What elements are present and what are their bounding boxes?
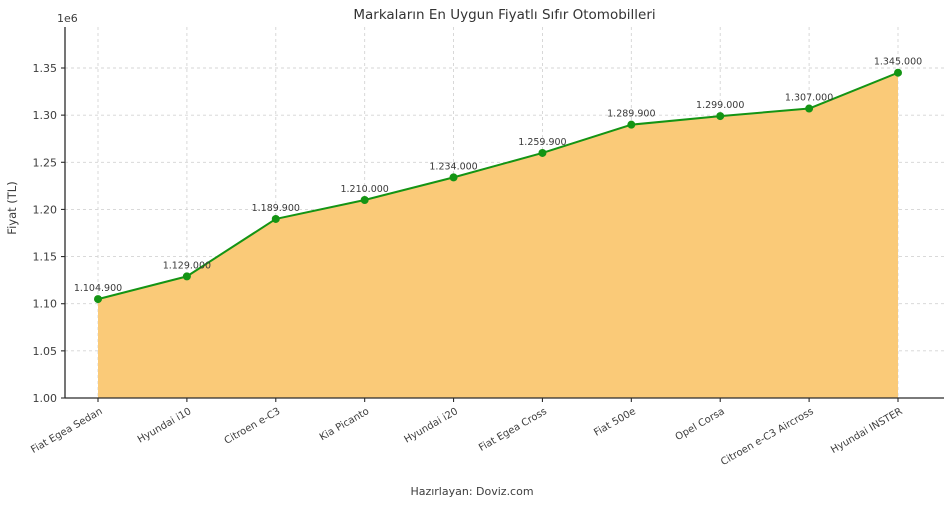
data-point-label: 1.129.000 — [163, 260, 211, 271]
x-tick-label: Fiat Egea Sedan — [29, 406, 104, 456]
y-tick-label: 1.05 — [33, 345, 58, 358]
data-point-marker — [360, 196, 369, 204]
data-point-marker — [182, 272, 191, 281]
y-tick-label: 1.20 — [33, 203, 58, 216]
y-tick-label: 1.35 — [33, 62, 58, 75]
data-point-marker — [805, 104, 814, 113]
data-point-label: 1.234.000 — [429, 161, 477, 172]
x-tick-label: Citroen e-C3 — [223, 406, 283, 447]
data-point-marker — [94, 295, 102, 304]
x-tick-label: Hyundai i20 — [403, 406, 461, 446]
source-note: Hazırlayan: Doviz.com — [410, 485, 534, 498]
data-point-label: 1.307.000 — [785, 93, 833, 104]
data-point-marker — [894, 68, 902, 77]
data-point-label: 1.259.900 — [518, 137, 566, 148]
y-tick-label: 1.30 — [33, 109, 58, 122]
chart-title: Markaların En Uygun Fiyatlı Sıfır Otomob… — [353, 7, 656, 23]
x-tick-label: Fiat Egea Cross — [477, 406, 549, 454]
data-point-label: 1.189.900 — [252, 203, 300, 214]
data-point-label: 1.104.900 — [74, 283, 122, 294]
y-tick-label: 1.15 — [33, 251, 58, 264]
data-point-label: 1.299.000 — [696, 100, 744, 111]
data-point-marker — [538, 148, 547, 157]
x-tick-label: Kia Picanto — [318, 406, 371, 443]
area-fill — [98, 72, 898, 398]
y-axis-offset-label: 1e6 — [57, 12, 78, 25]
price-line — [97, 71, 899, 301]
data-point-marker — [271, 214, 280, 223]
y-tick-label: 1.10 — [33, 298, 58, 311]
data-point-label: 1.345.000 — [874, 57, 922, 68]
y-tick-label: 1.25 — [33, 156, 58, 169]
x-tick-label: Hyundai INSTER — [829, 406, 904, 456]
data-point-marker — [716, 112, 725, 121]
y-tick-label: 1.00 — [33, 392, 58, 405]
x-tick-label: Citroen e-C3 Aircross — [719, 406, 816, 468]
x-tick-label: Hyundai i10 — [136, 406, 194, 446]
x-tick-label: Opel Corsa — [674, 406, 727, 443]
data-point-marker — [449, 173, 458, 182]
data-point-marker — [627, 120, 636, 129]
data-point-label: 1.289.900 — [607, 109, 655, 120]
data-point-label: 1.210.000 — [340, 184, 388, 195]
x-tick-label: Fiat 500e — [592, 406, 638, 439]
